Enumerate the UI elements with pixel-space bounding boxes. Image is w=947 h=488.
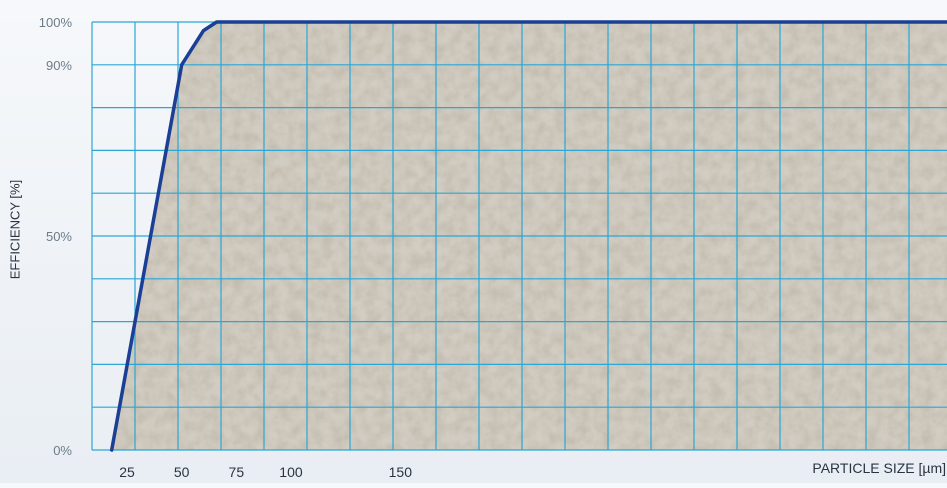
y-axis-title: EFFICIENCY [%] — [7, 179, 23, 280]
y-tick-label: 100% — [39, 15, 73, 30]
x-tick-label: 50 — [174, 464, 190, 480]
x-axis-title: PARTICLE SIZE [µm] — [812, 460, 946, 476]
y-tick-label: 50% — [46, 229, 72, 244]
efficiency-curve — [109, 20, 947, 452]
x-tick-label: 75 — [229, 464, 245, 480]
x-tick-label: 25 — [119, 464, 135, 480]
y-tick-label: 0% — [53, 443, 72, 458]
x-tick-label: 100 — [279, 464, 303, 480]
y-tick-label: 90% — [46, 58, 72, 73]
x-tick-label: 150 — [389, 464, 413, 480]
